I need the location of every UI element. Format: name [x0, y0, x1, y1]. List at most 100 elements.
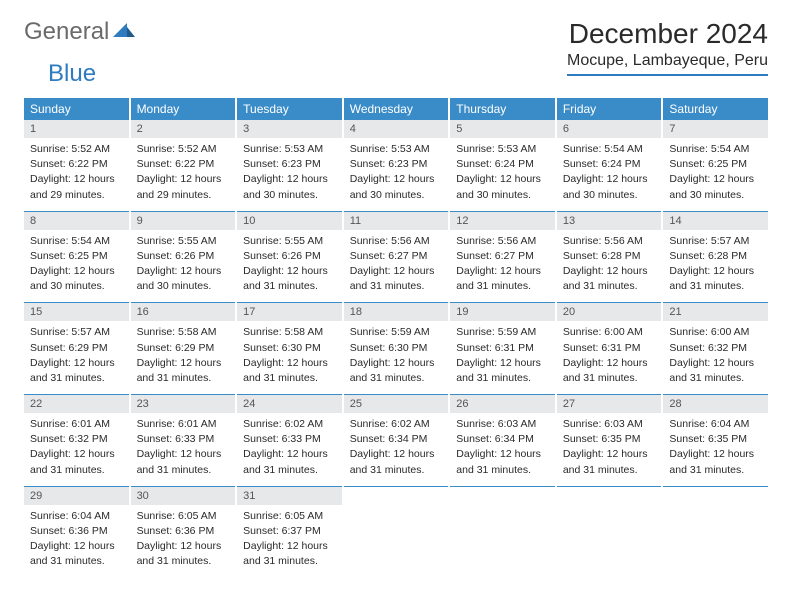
day-info-line: Sunrise: 5:57 AM — [669, 234, 762, 248]
day-info-line: Daylight: 12 hours — [30, 447, 123, 461]
calendar-grid: SundayMondayTuesdayWednesdayThursdayFrid… — [24, 98, 768, 577]
day-info-line: Sunset: 6:26 PM — [137, 249, 230, 263]
day-info: Sunrise: 5:53 AMSunset: 6:23 PMDaylight:… — [344, 138, 449, 211]
day-info-line: Sunrise: 5:57 AM — [30, 325, 123, 339]
day-info: Sunrise: 5:56 AMSunset: 6:27 PMDaylight:… — [344, 230, 449, 303]
day-header: Thursday — [450, 98, 555, 120]
day-number: 17 — [237, 303, 342, 321]
day-info-line: and 30 minutes. — [456, 188, 549, 202]
day-header: Sunday — [24, 98, 129, 120]
day-number: 5 — [450, 120, 555, 138]
calendar-cell: 8Sunrise: 5:54 AMSunset: 6:25 PMDaylight… — [24, 212, 129, 304]
day-info-line: Sunset: 6:24 PM — [563, 157, 656, 171]
day-info-line: Sunrise: 5:56 AM — [350, 234, 443, 248]
calendar-cell: 2Sunrise: 5:52 AMSunset: 6:22 PMDaylight… — [131, 120, 236, 212]
day-number: 9 — [131, 212, 236, 230]
day-info: Sunrise: 5:57 AMSunset: 6:28 PMDaylight:… — [663, 230, 768, 303]
day-info-line: Sunset: 6:31 PM — [456, 341, 549, 355]
day-info-line: Daylight: 12 hours — [243, 356, 336, 370]
day-info-line: Sunrise: 5:54 AM — [563, 142, 656, 156]
day-info-line: Daylight: 12 hours — [30, 356, 123, 370]
day-info: Sunrise: 5:53 AMSunset: 6:23 PMDaylight:… — [237, 138, 342, 211]
day-number: 18 — [344, 303, 449, 321]
day-number: 29 — [24, 487, 129, 505]
day-info-line: Daylight: 12 hours — [669, 172, 762, 186]
day-info-line: Sunrise: 6:04 AM — [669, 417, 762, 431]
day-info: Sunrise: 5:57 AM Sunset: 6:29 PMDaylight:… — [24, 321, 129, 394]
day-info: Sunrise: 6:01 AMSunset: 6:32 PMDaylight:… — [24, 413, 129, 486]
day-number: 24 — [237, 395, 342, 413]
day-info-line: Sunset: 6:29 PM — [137, 341, 230, 355]
calendar-cell: 6Sunrise: 5:54 AMSunset: 6:24 PMDaylight… — [557, 120, 662, 212]
calendar-cell: 25Sunrise: 6:02 AMSunset: 6:34 PMDayligh… — [344, 395, 449, 487]
day-number: 25 — [344, 395, 449, 413]
calendar-cell: 4Sunrise: 5:53 AMSunset: 6:23 PMDaylight… — [344, 120, 449, 212]
day-info-line: Sunset: 6:24 PM — [456, 157, 549, 171]
day-info-line: Daylight: 12 hours — [563, 356, 656, 370]
day-info: Sunrise: 5:54 AMSunset: 6:25 PMDaylight:… — [24, 230, 129, 303]
day-number: 10 — [237, 212, 342, 230]
day-info-line: Sunrise: 6:01 AM — [30, 417, 123, 431]
day-info: Sunrise: 5:54 AMSunset: 6:25 PMDaylight:… — [663, 138, 768, 211]
day-info-line: and 31 minutes. — [30, 371, 123, 385]
day-info-line: and 30 minutes. — [30, 279, 123, 293]
day-info-line: and 29 minutes. — [137, 188, 230, 202]
day-info-line: Sunrise: 5:58 AM — [243, 325, 336, 339]
day-info-line: Daylight: 12 hours — [456, 172, 549, 186]
day-info-line: Sunrise: 6:00 AM — [563, 325, 656, 339]
day-info-line: Sunset: 6:37 PM — [243, 524, 336, 538]
calendar-cell: 20Sunrise: 6:00 AMSunset: 6:31 PMDayligh… — [557, 303, 662, 395]
day-info: Sunrise: 5:54 AMSunset: 6:24 PMDaylight:… — [557, 138, 662, 211]
calendar-cell: 23Sunrise: 6:01 AMSunset: 6:33 PMDayligh… — [131, 395, 236, 487]
day-info-line: and 31 minutes. — [137, 463, 230, 477]
day-number: 11 — [344, 212, 449, 230]
day-info-line: and 29 minutes. — [30, 188, 123, 202]
day-info-line: Sunrise: 5:56 AM — [456, 234, 549, 248]
day-info-line: and 31 minutes. — [137, 371, 230, 385]
day-info-line: Daylight: 12 hours — [243, 264, 336, 278]
day-header: Tuesday — [237, 98, 342, 120]
calendar-cell: 17Sunrise: 5:58 AMSunset: 6:30 PMDayligh… — [237, 303, 342, 395]
day-info-line: and 30 minutes. — [243, 188, 336, 202]
location: Mocupe, Lambayeque, Peru — [567, 52, 768, 76]
logo: General — [24, 18, 137, 46]
day-info-line: Daylight: 12 hours — [30, 172, 123, 186]
calendar-cell: 7Sunrise: 5:54 AMSunset: 6:25 PMDaylight… — [663, 120, 768, 212]
day-number: 8 — [24, 212, 129, 230]
day-header: Saturday — [663, 98, 768, 120]
day-info-line: and 31 minutes. — [669, 463, 762, 477]
day-info-line: Sunrise: 6:01 AM — [137, 417, 230, 431]
day-info-line: Daylight: 12 hours — [350, 172, 443, 186]
day-info-line: Sunset: 6:34 PM — [350, 432, 443, 446]
day-number: 27 — [557, 395, 662, 413]
day-info-line: Sunrise: 5:53 AM — [243, 142, 336, 156]
day-info-line: Sunset: 6:36 PM — [137, 524, 230, 538]
day-info-line: Sunrise: 5:52 AM — [137, 142, 230, 156]
day-info-line: Sunset: 6:34 PM — [456, 432, 549, 446]
day-number: 20 — [557, 303, 662, 321]
day-info-line: Sunrise: 5:59 AM — [350, 325, 443, 339]
day-info-line: Daylight: 12 hours — [456, 447, 549, 461]
empty-cell — [663, 487, 768, 578]
day-info-line: Sunrise: 5:55 AM — [137, 234, 230, 248]
day-info-line: and 30 minutes. — [563, 188, 656, 202]
day-info-line: Sunset: 6:30 PM — [350, 341, 443, 355]
calendar-cell: 29Sunrise: 6:04 AMSunset: 6:36 PMDayligh… — [24, 487, 129, 578]
day-info: Sunrise: 6:00 AMSunset: 6:31 PMDaylight:… — [557, 321, 662, 394]
calendar-cell: 5Sunrise: 5:53 AMSunset: 6:24 PMDaylight… — [450, 120, 555, 212]
day-info-line: and 31 minutes. — [30, 554, 123, 568]
day-info-line: Daylight: 12 hours — [137, 172, 230, 186]
day-info-line: and 31 minutes. — [456, 463, 549, 477]
day-info-line: Sunset: 6:29 PM — [30, 341, 123, 355]
day-info-line: Daylight: 12 hours — [137, 264, 230, 278]
day-info-line: and 31 minutes. — [350, 371, 443, 385]
calendar-cell: 28Sunrise: 6:04 AMSunset: 6:35 PMDayligh… — [663, 395, 768, 487]
day-info-line: and 31 minutes. — [669, 371, 762, 385]
day-info-line: and 31 minutes. — [563, 463, 656, 477]
day-info-line: Sunrise: 5:54 AM — [669, 142, 762, 156]
month-title: December 2024 — [567, 18, 768, 50]
day-info-line: Daylight: 12 hours — [137, 539, 230, 553]
day-info-line: and 30 minutes. — [669, 188, 762, 202]
day-info-line: Sunrise: 6:05 AM — [137, 509, 230, 523]
day-number: 31 — [237, 487, 342, 505]
